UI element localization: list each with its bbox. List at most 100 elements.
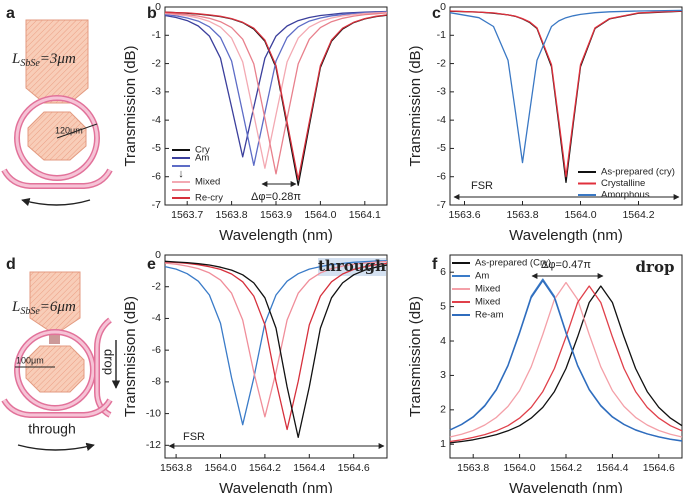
y-tick-label: -6 xyxy=(152,170,161,182)
spectrum-line xyxy=(449,285,683,444)
x-axis-label: Wavelength (nm) xyxy=(219,227,333,244)
spectrum-line xyxy=(449,280,683,442)
spectrum-line xyxy=(449,285,683,443)
x-tick-label: 1564.4 xyxy=(293,462,325,474)
y-tick-label: -5 xyxy=(437,142,446,154)
panel-label: f xyxy=(432,256,438,273)
through-label: through xyxy=(28,421,75,437)
y-axis-label: Transmisison (dB) xyxy=(122,296,139,417)
value: =3μm xyxy=(40,51,76,67)
y-tick-label: 1 xyxy=(440,438,446,450)
spectrum-line xyxy=(164,260,388,418)
spectrum-line xyxy=(164,11,388,181)
x-tick-label: 1564.0 xyxy=(504,462,536,474)
ring xyxy=(15,330,95,410)
pcm-neck xyxy=(49,330,60,344)
y-tick-label: -12 xyxy=(146,439,161,451)
spectrum-line xyxy=(449,281,683,438)
y-axis-label: Transmission (dB) xyxy=(122,45,139,166)
y-tick-label: 4 xyxy=(440,335,446,347)
symbol: L xyxy=(11,299,20,315)
y-tick-label: -3 xyxy=(437,86,446,98)
plot-frame xyxy=(449,6,683,206)
x-tick-label: 1564.6 xyxy=(643,462,675,474)
length-label: LSbSe=6μm xyxy=(11,299,76,317)
plot-frame xyxy=(164,254,388,459)
spectrum-line xyxy=(449,10,683,178)
diagram-a: a 120μm LSbSe=3μm xyxy=(1,5,113,207)
y-tick-label: -7 xyxy=(152,199,161,211)
x-tick-label: 1564.2 xyxy=(249,462,281,474)
ring xyxy=(15,96,99,180)
x-tick-label: 1564.6 xyxy=(338,462,370,474)
x-tick-label: 1564.4 xyxy=(596,462,628,474)
flow-arrow xyxy=(21,198,91,207)
spectrum-line xyxy=(164,11,388,167)
spectrum-line xyxy=(449,9,683,164)
value: =6μm xyxy=(40,299,76,315)
y-tick-label: -1 xyxy=(437,29,446,41)
x-tick-label: 1564.2 xyxy=(550,462,582,474)
x-tick-label: 1563.6 xyxy=(448,209,480,221)
annotation: drop xyxy=(636,258,675,276)
x-tick-label: 1564.2 xyxy=(622,209,654,221)
pcm-pad xyxy=(27,111,87,161)
legend-label: As-prepared (Cry) xyxy=(475,258,551,269)
legend-label: Cry xyxy=(195,145,210,156)
legend-label: Re-cry xyxy=(195,193,223,204)
legend-label: Mixed xyxy=(475,284,500,295)
y-axis-label: Transmission (dB) xyxy=(407,296,424,417)
spectrum-line xyxy=(164,260,388,439)
x-axis-label: Wavelength (nm) xyxy=(509,480,623,493)
legend-label: Mixed xyxy=(475,297,500,308)
legend-label: Re-am xyxy=(475,310,504,321)
y-tick-label: -5 xyxy=(152,142,161,154)
panel-label: e xyxy=(147,256,156,273)
x-tick-label: 1563.8 xyxy=(216,209,248,221)
legend-label: Am xyxy=(475,271,489,282)
symbol: L xyxy=(11,51,20,67)
legend-label: Am xyxy=(195,153,209,164)
y-tick-label: -10 xyxy=(146,407,161,419)
x-tick-label: 1563.8 xyxy=(160,462,192,474)
x-tick-label: 1564.0 xyxy=(564,209,596,221)
subscript: SbSe xyxy=(20,58,40,69)
scale-line xyxy=(56,123,98,139)
annotation: Δφ=0.47π xyxy=(541,259,591,271)
y-tick-label: -3 xyxy=(152,86,161,98)
y-tick-label: -4 xyxy=(437,114,446,126)
legend-label: Mixed xyxy=(195,177,220,188)
x-tick-label: 1563.9 xyxy=(260,209,292,221)
y-tick-label: -4 xyxy=(152,114,161,126)
length-label: LSbSe=3μm xyxy=(11,51,76,69)
x-axis-label: Wavelength (nm) xyxy=(509,227,623,244)
spectrum-line xyxy=(164,260,388,426)
y-tick-label: 0 xyxy=(440,1,446,13)
panel-label: c xyxy=(432,5,441,22)
y-tick-label: 6 xyxy=(440,266,446,278)
scale-label: 100μm xyxy=(16,355,44,365)
y-tick-label: 2 xyxy=(440,404,446,416)
y-tick-label: -1 xyxy=(152,29,161,41)
y-tick-label: 3 xyxy=(440,369,446,381)
annotation: Δφ=0.28π xyxy=(251,191,301,203)
y-tick-label: -2 xyxy=(437,57,446,69)
flow-arrow xyxy=(17,442,95,451)
panel-label: d xyxy=(6,256,16,273)
y-tick-label: 0 xyxy=(155,1,161,13)
spectrum-line xyxy=(164,12,388,175)
pcm-pad xyxy=(25,345,85,393)
annotation: through xyxy=(318,257,386,275)
annotation: FSR xyxy=(471,180,493,192)
y-tick-label: -8 xyxy=(152,376,161,388)
y-tick-label: 5 xyxy=(440,300,446,312)
bus-waveguide xyxy=(2,399,112,417)
legend-label: Amorphous xyxy=(601,190,650,201)
annotation: ↓ xyxy=(178,168,184,180)
diagram-d: d drop through 100μm LSbSe=6μm xyxy=(1,256,121,451)
annotation: FSR xyxy=(183,431,205,443)
y-tick-label: 0 xyxy=(155,249,161,261)
x-tick-label: 1564.0 xyxy=(304,209,336,221)
spectrum-line xyxy=(449,10,683,184)
